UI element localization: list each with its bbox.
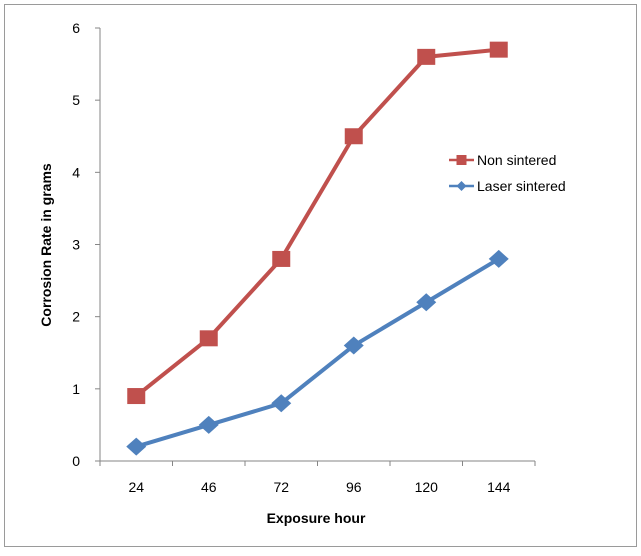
y-tick-label: 1 xyxy=(72,381,80,397)
x-tick-label: 72 xyxy=(273,479,289,495)
legend-label: Laser sintered xyxy=(477,178,566,194)
x-tick-label: 144 xyxy=(487,479,511,495)
y-tick-label: 2 xyxy=(72,309,80,325)
data-point xyxy=(343,336,364,355)
y-tick-label: 3 xyxy=(72,237,80,253)
legend: Non sintered Laser sintered xyxy=(449,152,566,194)
y-tick-label: 5 xyxy=(72,92,80,108)
y-tick-label: 4 xyxy=(72,164,80,180)
data-point xyxy=(488,249,509,268)
data-point xyxy=(344,128,363,145)
legend-label: Non sintered xyxy=(477,152,556,168)
axes: 0 1 2 3 4 5 6 24 46 72 96 120 144 xyxy=(72,20,536,495)
data-point xyxy=(127,388,146,405)
y-tick-label: 0 xyxy=(72,453,80,469)
series-layer xyxy=(126,41,509,456)
data-point xyxy=(416,293,437,312)
x-axis-title: Exposure hour xyxy=(267,510,366,526)
data-point xyxy=(271,394,292,413)
legend-item: Non sintered xyxy=(449,152,556,168)
data-point xyxy=(489,41,508,58)
legend-marker xyxy=(456,155,467,165)
legend-item: Laser sintered xyxy=(449,178,566,194)
x-tick-label: 96 xyxy=(346,479,362,495)
y-tick-label: 6 xyxy=(72,20,80,36)
series-laser-sintered xyxy=(126,249,509,456)
series-non-sintered xyxy=(127,41,508,405)
chart-border xyxy=(4,4,637,547)
x-tick-label: 46 xyxy=(201,479,217,495)
y-axis-title: Corrosion Rate in grams xyxy=(38,163,54,327)
x-tick-label: 120 xyxy=(415,479,439,495)
series-line xyxy=(135,47,499,398)
data-point xyxy=(126,437,147,456)
data-point xyxy=(272,250,291,267)
series-line xyxy=(135,257,500,449)
x-tick-label: 24 xyxy=(128,479,144,495)
data-point xyxy=(198,415,219,434)
data-point xyxy=(417,48,436,65)
data-point xyxy=(199,330,218,347)
legend-marker xyxy=(456,181,467,191)
